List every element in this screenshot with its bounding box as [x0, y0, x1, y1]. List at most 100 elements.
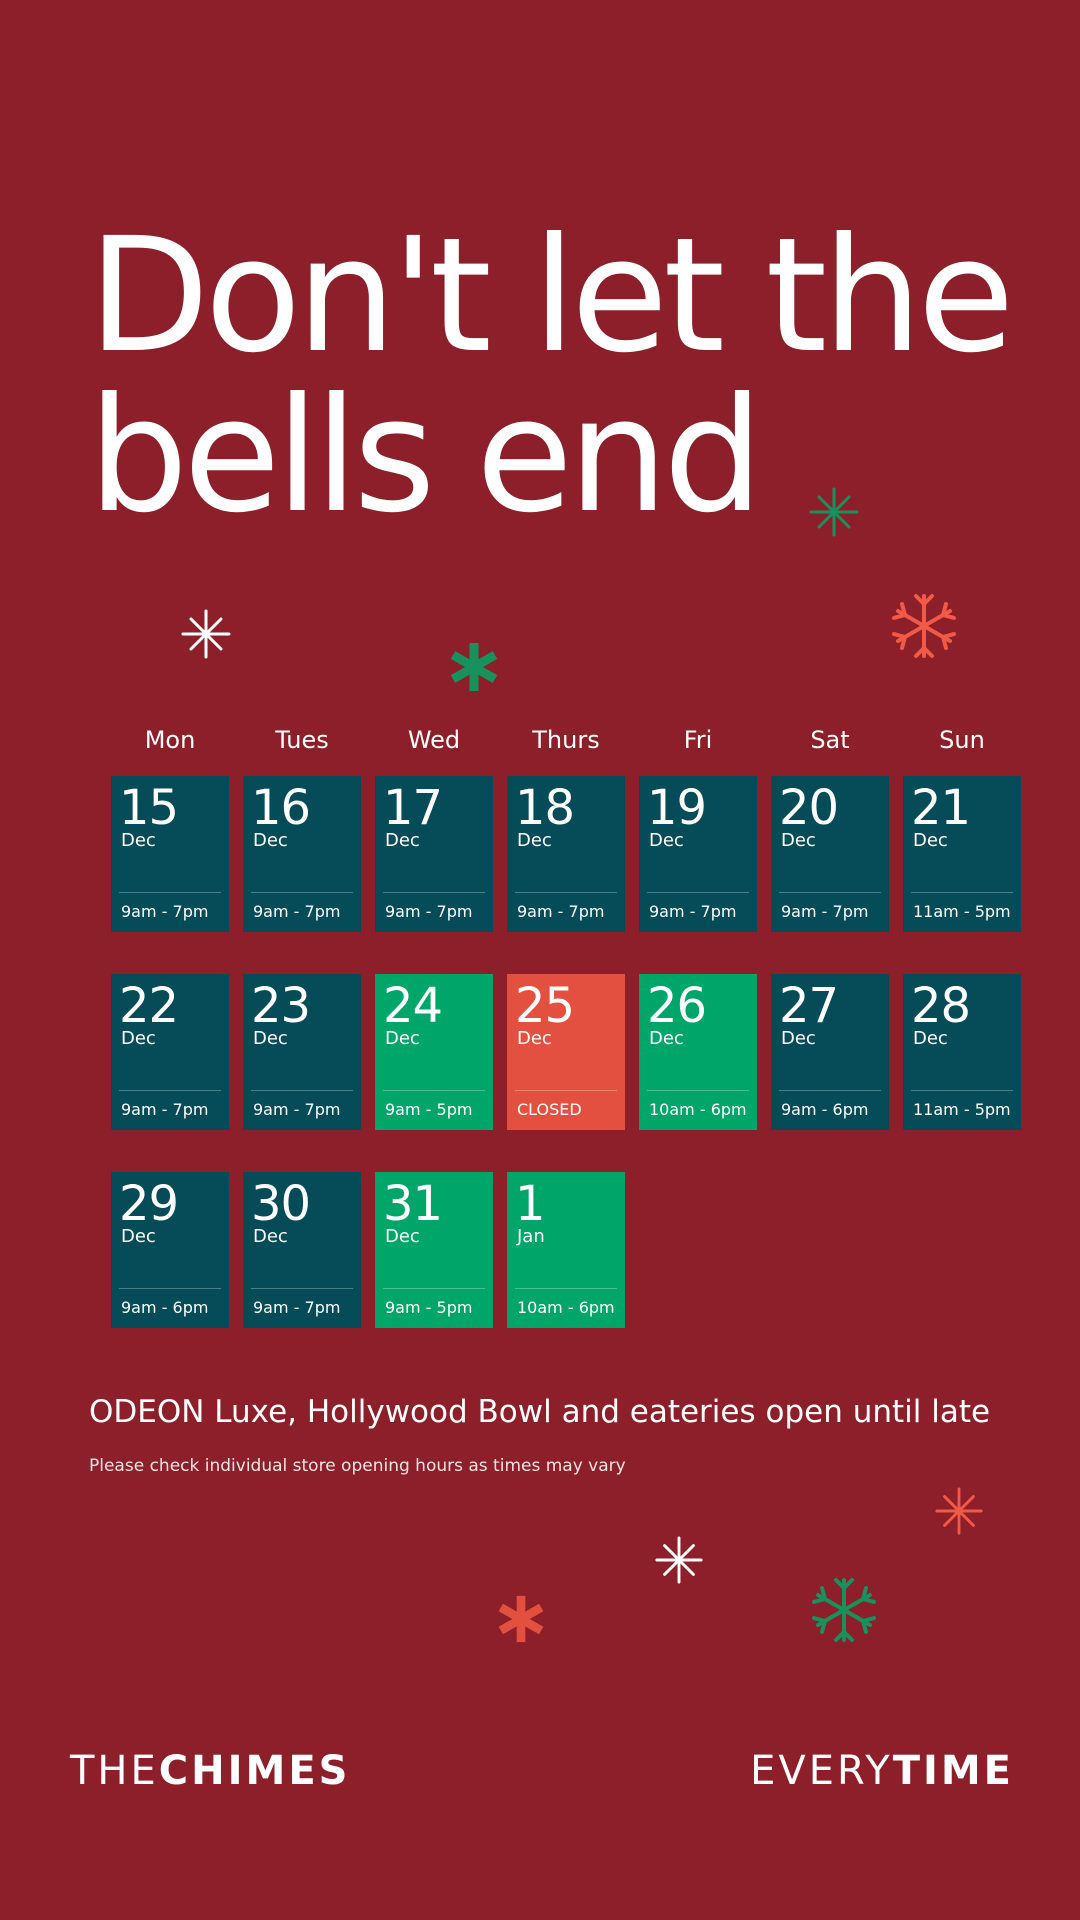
- day-month: Dec: [385, 830, 420, 851]
- day-number: 23: [251, 978, 311, 1034]
- headline-line-2: bells end: [88, 364, 763, 548]
- divider: [119, 1090, 221, 1091]
- calendar-day: 21 Dec 11am - 5pm: [903, 776, 1021, 932]
- opening-hours-note: Please check individual store opening ho…: [89, 1456, 626, 1476]
- calendar-day: 22 Dec 9am - 7pm: [111, 974, 229, 1130]
- day-month: Dec: [781, 1028, 816, 1049]
- divider: [911, 892, 1013, 893]
- notice-headline: ODEON Luxe, Hollywood Bowl and eateries …: [89, 1394, 991, 1430]
- divider: [119, 892, 221, 893]
- day-hours: 11am - 5pm: [913, 902, 1011, 921]
- day-hours: 9am - 7pm: [253, 902, 341, 921]
- day-number: 1: [515, 1176, 546, 1232]
- day-hours: 11am - 5pm: [913, 1100, 1011, 1119]
- day-month: Dec: [913, 830, 948, 851]
- sparkle-icon: [655, 1536, 703, 1584]
- day-number: 21: [911, 780, 971, 836]
- day-number: 31: [383, 1176, 443, 1232]
- day-month: Dec: [253, 830, 288, 851]
- divider: [119, 1288, 221, 1289]
- calendar-day: 15 Dec 9am - 7pm: [111, 776, 229, 932]
- day-hours: 9am - 7pm: [121, 902, 209, 921]
- divider: [647, 1090, 749, 1091]
- the-chimes-logo: THECHIMES: [70, 1748, 350, 1794]
- tagline-every: EVERY: [750, 1748, 893, 1794]
- calendar-day: 20 Dec 9am - 7pm: [771, 776, 889, 932]
- sparkle-icon: [181, 609, 231, 659]
- day-number: 15: [119, 780, 179, 836]
- day-hours: 9am - 6pm: [121, 1298, 209, 1317]
- day-number: 27: [779, 978, 839, 1034]
- asterisk-icon: [498, 1595, 544, 1643]
- day-hours: 9am - 7pm: [649, 902, 737, 921]
- weekday-fri: Fri: [683, 726, 713, 754]
- day-month: Dec: [253, 1226, 288, 1247]
- day-month: Dec: [517, 830, 552, 851]
- headline: Don't let the bells end: [88, 204, 1015, 548]
- day-hours: 9am - 7pm: [253, 1100, 341, 1119]
- sparkle-icon: [809, 487, 859, 537]
- day-hours: 9am - 7pm: [781, 902, 869, 921]
- divider: [383, 892, 485, 893]
- day-month: Dec: [517, 1028, 552, 1049]
- calendar-day: 25 Dec CLOSED: [507, 974, 625, 1130]
- sparkle-icon: [935, 1487, 983, 1535]
- day-month: Dec: [253, 1028, 288, 1049]
- day-month: Dec: [649, 830, 684, 851]
- day-hours: 9am - 5pm: [385, 1298, 473, 1317]
- headline-line-1: Don't let the: [88, 204, 1015, 388]
- snowflake-icon: [892, 594, 956, 658]
- calendar-day: 19 Dec 9am - 7pm: [639, 776, 757, 932]
- calendar-day: 1 Jan 10am - 6pm: [507, 1172, 625, 1328]
- calendar-day: 26 Dec 10am - 6pm: [639, 974, 757, 1130]
- day-hours: 9am - 7pm: [253, 1298, 341, 1317]
- day-number: 17: [383, 780, 443, 836]
- day-month: Dec: [781, 830, 816, 851]
- calendar-day: 31 Dec 9am - 5pm: [375, 1172, 493, 1328]
- divider: [251, 1288, 353, 1289]
- day-month: Dec: [649, 1028, 684, 1049]
- day-hours: CLOSED: [517, 1100, 582, 1119]
- asterisk-icon: [450, 643, 498, 691]
- calendar-day: 29 Dec 9am - 6pm: [111, 1172, 229, 1328]
- day-hours: 9am - 5pm: [385, 1100, 473, 1119]
- weekday-tues: Tues: [275, 726, 329, 754]
- divider: [383, 1090, 485, 1091]
- day-number: 24: [383, 978, 443, 1034]
- divider: [515, 1288, 617, 1289]
- divider: [251, 892, 353, 893]
- weekday-sun: Sun: [939, 726, 985, 754]
- divider: [515, 892, 617, 893]
- day-month: Dec: [121, 1226, 156, 1247]
- day-hours: 9am - 7pm: [121, 1100, 209, 1119]
- day-number: 20: [779, 780, 839, 836]
- day-hours: 9am - 7pm: [517, 902, 605, 921]
- snowflake-icon: [812, 1578, 876, 1642]
- divider: [647, 892, 749, 893]
- day-hours: 9am - 7pm: [385, 902, 473, 921]
- weekday-wed: Wed: [407, 726, 461, 754]
- day-month: Dec: [385, 1226, 420, 1247]
- day-number: 28: [911, 978, 971, 1034]
- calendar-day: 28 Dec 11am - 5pm: [903, 974, 1021, 1130]
- day-hours: 10am - 6pm: [517, 1298, 615, 1317]
- day-number: 25: [515, 978, 575, 1034]
- day-month: Dec: [121, 1028, 156, 1049]
- tagline-time: TIME: [892, 1748, 1014, 1794]
- day-number: 22: [119, 978, 179, 1034]
- weekday-thurs: Thurs: [532, 726, 600, 754]
- divider: [383, 1288, 485, 1289]
- calendar-day: 30 Dec 9am - 7pm: [243, 1172, 361, 1328]
- day-hours: 9am - 6pm: [781, 1100, 869, 1119]
- divider: [911, 1090, 1013, 1091]
- divider: [251, 1090, 353, 1091]
- weekday-mon: Mon: [144, 726, 196, 754]
- logo-the: THE: [70, 1748, 159, 1794]
- calendar-day: 24 Dec 9am - 5pm: [375, 974, 493, 1130]
- day-number: 16: [251, 780, 311, 836]
- day-number: 26: [647, 978, 707, 1034]
- day-month: Dec: [913, 1028, 948, 1049]
- day-month: Dec: [385, 1028, 420, 1049]
- weekday-sat: Sat: [810, 726, 850, 754]
- day-month: Dec: [121, 830, 156, 851]
